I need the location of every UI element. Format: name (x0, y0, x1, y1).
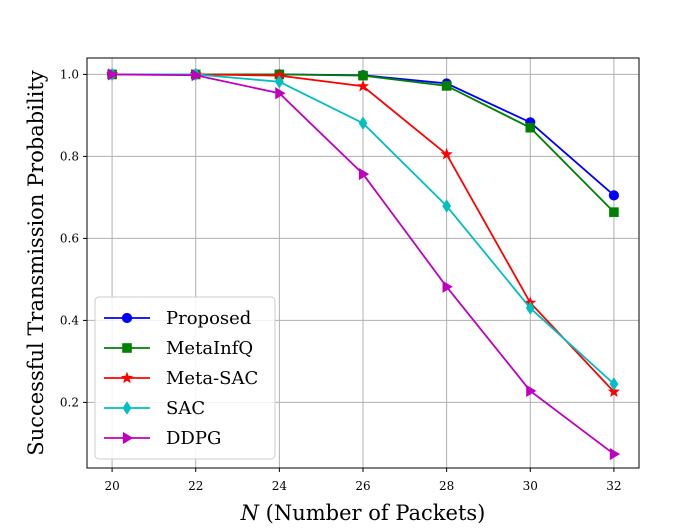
x-tick-label: 28 (439, 479, 454, 493)
legend-marker (120, 371, 134, 384)
legend-label: DDPG (166, 428, 221, 449)
legend-entries: Proposed MetaInfQ Meta-SAC SAC DDPG (104, 308, 258, 449)
y-tick-labels: 0.2 0.4 0.6 0.8 1.0 (60, 67, 79, 409)
y-tick-label: 0.2 (60, 395, 79, 409)
data-point-sac (358, 116, 368, 130)
legend-entry-meta-sac: Meta-SAC (104, 368, 258, 389)
data-point-proposed (608, 190, 620, 201)
x-axis-title: N (Number of Packets) (240, 501, 486, 525)
data-point-ddpg (275, 87, 286, 100)
data-point-ddpg (191, 69, 202, 82)
data-point-ddpg (358, 167, 370, 181)
data-point-ddpg (526, 384, 537, 397)
x-tick-labels: 20 22 24 26 28 30 32 (104, 479, 621, 493)
y-tick-label: 0.4 (60, 313, 79, 327)
data-point-metainfq (525, 122, 536, 133)
legend-label: Proposed (166, 308, 251, 329)
y-tick-label: 0.6 (60, 231, 79, 245)
data-point-meta-sac (607, 385, 621, 397)
legend-marker (122, 401, 132, 415)
x-tick-label: 26 (355, 479, 370, 493)
series-ddpg (107, 68, 621, 461)
data-point-meta-sac (440, 147, 453, 160)
legend-label: Meta-SAC (166, 368, 258, 389)
legend-entry-ddpg: DDPG (104, 428, 221, 449)
legend-marker (122, 343, 132, 353)
x-tick-label: 22 (188, 479, 203, 493)
data-point-ddpg (107, 68, 119, 81)
data-point-ddpg (442, 280, 453, 293)
legend-marker (121, 312, 133, 324)
legend: Proposed MetaInfQ Meta-SAC SAC DDPG (94, 296, 276, 460)
y-tick-label: 1.0 (60, 67, 79, 81)
data-point-metainfq (609, 207, 619, 217)
x-tick-label: 30 (523, 479, 538, 493)
legend-label: SAC (166, 398, 205, 419)
data-point-metainfq (441, 81, 452, 91)
legend-entry-sac: SAC (104, 398, 205, 419)
series-layer (105, 67, 621, 461)
data-point-sac (525, 301, 535, 315)
x-tick-label: 24 (272, 479, 288, 493)
x-tick-label: 20 (104, 479, 119, 493)
x-axis-label: (Number of Packets) (259, 501, 485, 525)
x-tick-label: 32 (606, 479, 621, 493)
data-point-meta-sac (356, 79, 370, 92)
data-point-sac (274, 75, 284, 89)
data-point-sac (442, 199, 452, 213)
legend-entry-proposed: Proposed (104, 308, 251, 329)
data-point-ddpg (609, 447, 621, 461)
legend-entry-metainfq: MetaInfQ (104, 338, 253, 359)
legend-marker (122, 431, 134, 445)
legend-box (94, 296, 276, 460)
x-axis-variable: N (240, 501, 260, 525)
ticks (83, 73, 615, 472)
y-axis-title: Successful Transmission Probability (24, 70, 48, 456)
data-point-sac (609, 377, 619, 391)
y-tick-label: 0.8 (60, 149, 79, 163)
legend-label: MetaInfQ (166, 338, 253, 359)
data-point-metainfq (358, 70, 368, 81)
